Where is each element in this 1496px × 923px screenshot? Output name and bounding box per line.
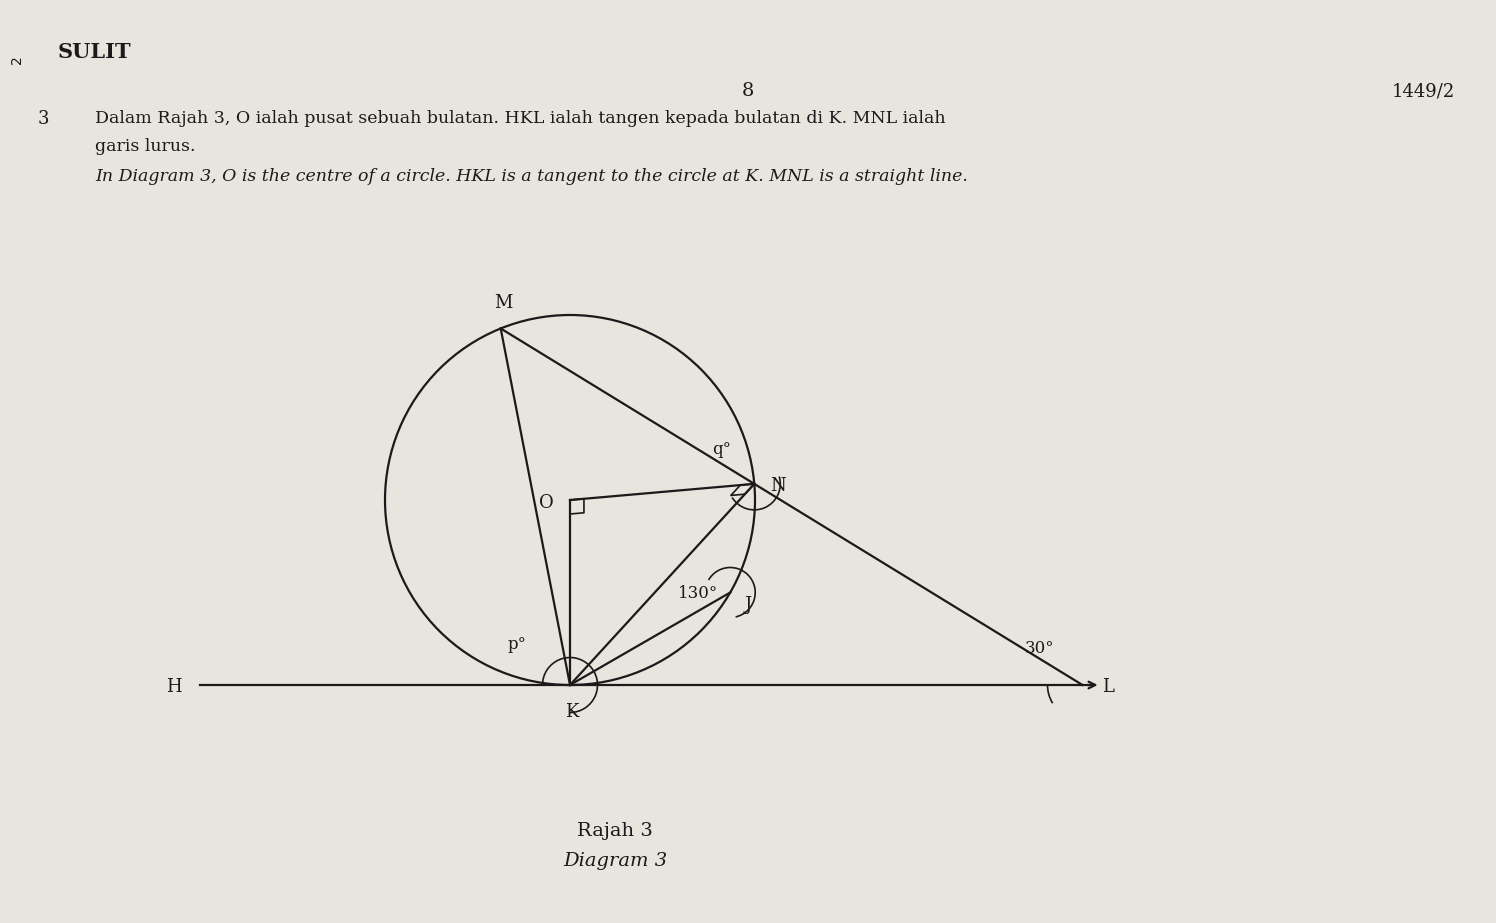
Text: SULIT: SULIT <box>58 42 132 62</box>
Text: Diagram 3: Diagram 3 <box>562 852 667 870</box>
Text: N: N <box>770 477 785 495</box>
Text: Rajah 3: Rajah 3 <box>577 822 652 840</box>
Text: M: M <box>495 294 513 313</box>
Text: q°: q° <box>712 441 732 458</box>
Text: 30°: 30° <box>1025 640 1055 657</box>
Text: p°: p° <box>509 636 527 653</box>
Text: L: L <box>1103 678 1115 696</box>
Text: In Diagram 3, O is the centre of a circle. HKL is a tangent to the circle at K. : In Diagram 3, O is the centre of a circl… <box>96 168 968 185</box>
Text: J: J <box>744 596 751 615</box>
Text: Dalam Rajah 3, O ialah pusat sebuah bulatan. HKL ialah tangen kepada bulatan di : Dalam Rajah 3, O ialah pusat sebuah bula… <box>96 110 945 127</box>
Text: K: K <box>565 703 579 721</box>
Text: 1449/2: 1449/2 <box>1391 82 1456 100</box>
Text: O: O <box>539 494 554 512</box>
Text: 3: 3 <box>37 110 49 128</box>
Text: 8: 8 <box>742 82 754 100</box>
Text: H: H <box>166 678 183 696</box>
Text: garis lurus.: garis lurus. <box>96 138 196 155</box>
Text: 130°: 130° <box>678 584 718 602</box>
Text: 2: 2 <box>10 55 24 64</box>
